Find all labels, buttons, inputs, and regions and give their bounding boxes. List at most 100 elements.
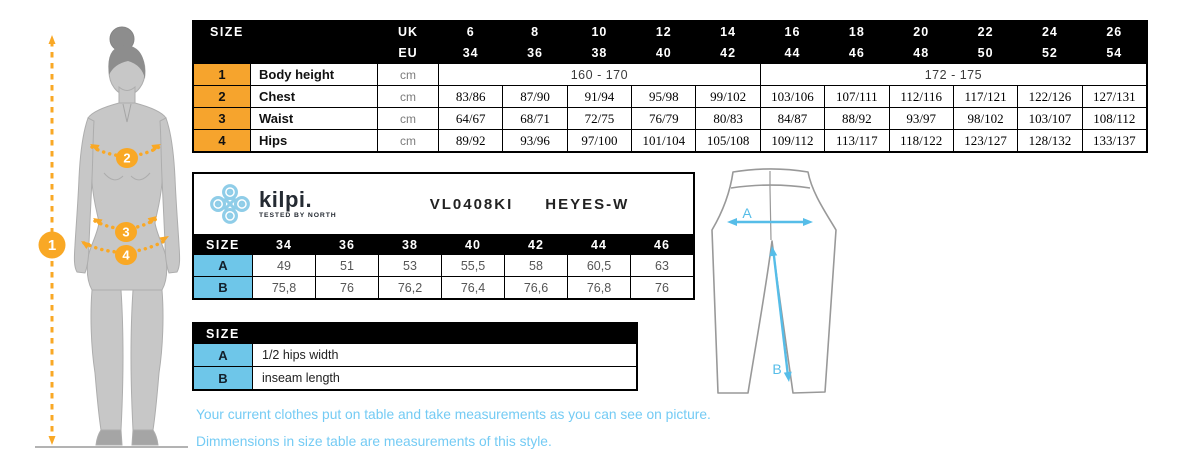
pants-arrows: A B bbox=[727, 205, 813, 382]
measurement-arrows: 1 2 3 4 bbox=[38, 35, 170, 445]
uk-size-cell: 18 bbox=[825, 22, 889, 42]
brand-text: kilpi. TESTED BY NORTH bbox=[259, 186, 337, 220]
measurement-value-cell: 109/112 bbox=[760, 130, 825, 151]
pants-label-a: A bbox=[742, 205, 752, 221]
eu-size-cell: 36 bbox=[503, 43, 567, 63]
woman-silhouette bbox=[35, 26, 188, 448]
badge-1-label: 1 bbox=[48, 237, 56, 254]
row-number-cell: 1 bbox=[194, 64, 250, 85]
legend-description-cell: 1/2 hips width bbox=[253, 344, 636, 366]
dimension-value-cell: 76,6 bbox=[505, 277, 567, 298]
product-title: VL0408KI HEYES-W bbox=[376, 196, 693, 213]
note-line-1: Your current clothes put on table and ta… bbox=[196, 407, 711, 422]
hair bbox=[108, 45, 146, 79]
badge-1 bbox=[38, 231, 66, 259]
row-label-cell: Hips bbox=[251, 130, 377, 151]
product-size-table: kilpi. TESTED BY NORTH VL0408KI HEYES-W … bbox=[192, 172, 695, 300]
dimension-value-cell: 55,5 bbox=[442, 255, 504, 276]
dimension-value-cell: 75,8 bbox=[253, 277, 315, 298]
eu-size-cell: 42 bbox=[696, 43, 760, 63]
badge-4 bbox=[115, 245, 137, 265]
measurement-value-cell: 123/127 bbox=[953, 130, 1018, 151]
measurement-value-cell: 93/96 bbox=[503, 130, 567, 151]
row-unit-cell: cm bbox=[378, 86, 438, 107]
uk-size-cell: 12 bbox=[632, 22, 696, 42]
logo-row: kilpi. TESTED BY NORTH VL0408KI HEYES-W bbox=[194, 174, 693, 234]
range-span-cell: 160 - 170 bbox=[439, 64, 760, 85]
dimension-value-cell: 58 bbox=[505, 255, 567, 276]
note-line-2: Dimmensions in size table are measuremen… bbox=[196, 434, 552, 449]
measurement-value-cell: 76/79 bbox=[632, 108, 696, 129]
uk-size-cell: 16 bbox=[760, 22, 825, 42]
badge-4-label: 4 bbox=[122, 248, 130, 263]
row-number-cell: 3 bbox=[194, 108, 250, 129]
dimension-key-cell: A bbox=[194, 255, 252, 276]
product-size-cell: 38 bbox=[379, 235, 441, 254]
measurement-value-cell: 127/131 bbox=[1082, 86, 1146, 107]
v-neck-line bbox=[122, 103, 132, 123]
product-size-cell: 40 bbox=[442, 235, 504, 254]
size-header-label: SIZE bbox=[194, 22, 377, 63]
measurement-value-cell: 108/112 bbox=[1082, 108, 1146, 129]
badge-3 bbox=[115, 222, 137, 242]
measurement-value-cell: 88/92 bbox=[825, 108, 889, 129]
row-label-cell: Waist bbox=[251, 108, 377, 129]
measurement-value-cell: 91/94 bbox=[567, 86, 632, 107]
product-name: HEYES-W bbox=[545, 195, 630, 213]
eu-size-cell: 40 bbox=[632, 43, 696, 63]
left-foot bbox=[95, 429, 123, 446]
product-size-cell: 44 bbox=[568, 235, 630, 254]
chest-measure-curve bbox=[90, 145, 161, 158]
right-leg bbox=[130, 289, 164, 431]
product-size-cell: 36 bbox=[316, 235, 378, 254]
right-foot bbox=[131, 429, 159, 446]
height-arrow-top bbox=[48, 35, 56, 44]
product-size-header-label: SIZE bbox=[194, 235, 252, 254]
body-size-table: SIZE UK EU 6 8 10 12 14 16 18 20 22 24 26 34 36 38 40 42 44… bbox=[192, 20, 1148, 153]
uk-label: UK bbox=[378, 22, 438, 42]
inseam-arrow bbox=[772, 251, 790, 377]
pants-outline bbox=[711, 168, 837, 394]
measurement-value-cell: 84/87 bbox=[760, 108, 825, 129]
legend-description-cell: inseam length bbox=[253, 367, 636, 389]
dimension-value-cell: 63 bbox=[631, 255, 693, 276]
row-unit-cell: cm bbox=[378, 130, 438, 151]
uk-size-cell: 22 bbox=[953, 22, 1018, 42]
measurement-value-cell: 98/102 bbox=[953, 108, 1018, 129]
kilpi-logo-icon bbox=[210, 184, 250, 224]
row-label-cell: Chest bbox=[251, 86, 377, 107]
dimension-value-cell: 53 bbox=[379, 255, 441, 276]
eu-size-cell: 48 bbox=[889, 43, 953, 63]
measurement-value-cell: 105/108 bbox=[696, 130, 760, 151]
eu-size-cell: 38 bbox=[567, 43, 632, 63]
product-size-cell: 46 bbox=[631, 235, 693, 254]
measurement-value-cell: 80/83 bbox=[696, 108, 760, 129]
uk-size-cell: 24 bbox=[1018, 22, 1082, 42]
measurement-notes: Your current clothes put on table and ta… bbox=[196, 401, 711, 455]
measurement-value-cell: 99/102 bbox=[696, 86, 760, 107]
dimension-value-cell: 76 bbox=[316, 277, 378, 298]
row-unit-cell: cm bbox=[378, 64, 438, 85]
eu-label: EU bbox=[378, 43, 438, 63]
measurement-value-cell: 103/106 bbox=[760, 86, 825, 107]
height-arrow-bottom bbox=[48, 436, 56, 445]
product-size-cell: 42 bbox=[505, 235, 567, 254]
measurement-value-cell: 89/92 bbox=[439, 130, 503, 151]
eu-size-cell: 54 bbox=[1082, 43, 1146, 63]
measurement-value-cell: 128/132 bbox=[1018, 130, 1082, 151]
measurement-value-cell: 133/137 bbox=[1082, 130, 1146, 151]
brand-name: kilpi. bbox=[259, 186, 313, 212]
uk-size-cell: 6 bbox=[439, 22, 503, 42]
measurement-value-cell: 113/117 bbox=[825, 130, 889, 151]
measurement-value-cell: 64/67 bbox=[439, 108, 503, 129]
dimension-key-cell: B bbox=[194, 277, 252, 298]
legend-key-cell: A bbox=[194, 344, 252, 366]
measurement-value-cell: 72/75 bbox=[567, 108, 632, 129]
row-number-cell: 2 bbox=[194, 86, 250, 107]
uk-size-cell: 14 bbox=[696, 22, 760, 42]
left-arm bbox=[73, 117, 95, 274]
uk-size-cell: 10 bbox=[567, 22, 632, 42]
uk-size-cell: 8 bbox=[503, 22, 567, 42]
left-leg bbox=[90, 289, 124, 431]
badge-2-label: 2 bbox=[123, 151, 130, 166]
